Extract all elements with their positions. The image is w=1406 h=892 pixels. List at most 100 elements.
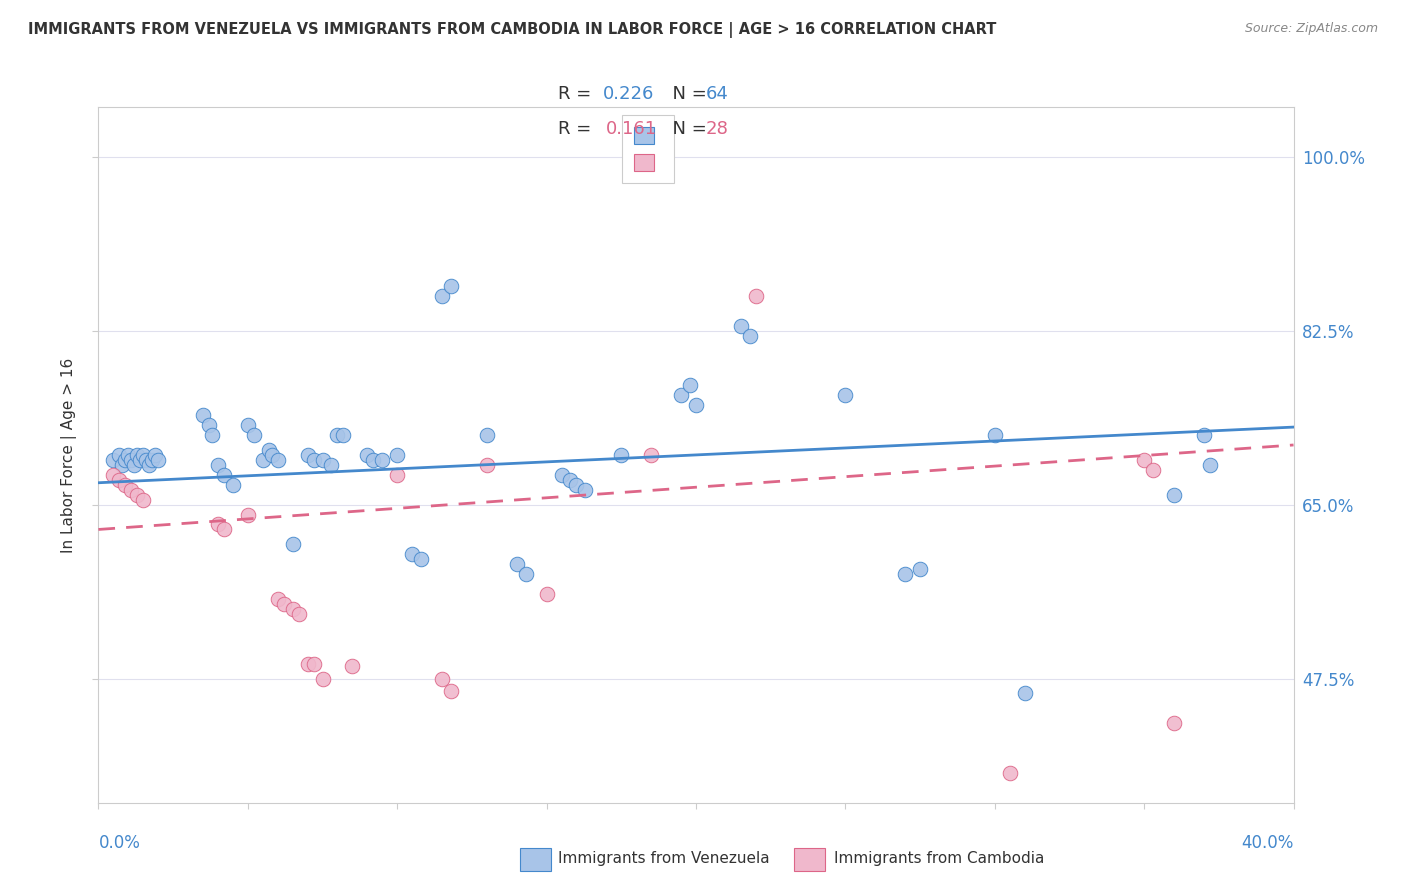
Point [385, 448, 409, 462]
Point [565, 477, 588, 491]
Point [894, 567, 917, 582]
Point [260, 448, 283, 462]
Point [212, 523, 235, 537]
Point [117, 448, 139, 462]
Point [1133, 453, 1156, 467]
Legend: , : , [623, 115, 673, 184]
Point [141, 453, 163, 467]
Point [302, 657, 325, 671]
Point [297, 448, 319, 462]
Point [730, 318, 752, 333]
Point [281, 537, 304, 551]
Point [1198, 458, 1220, 472]
Point [371, 453, 394, 467]
Point [515, 567, 537, 582]
Point [267, 453, 290, 467]
Text: 0.226: 0.226 [603, 85, 655, 103]
Point [281, 602, 304, 616]
Point [475, 458, 498, 472]
Point [103, 453, 125, 467]
Point [1014, 686, 1036, 700]
Text: R =: R = [558, 120, 603, 138]
Point [356, 448, 378, 462]
Text: 64: 64 [706, 85, 728, 103]
Point [411, 552, 433, 566]
Text: 0.161: 0.161 [606, 120, 657, 138]
Point [267, 592, 290, 607]
Point [363, 453, 385, 467]
Point [326, 428, 349, 442]
Point [257, 442, 280, 457]
Point [908, 562, 931, 576]
Point [129, 453, 152, 467]
Text: Immigrants from Venezuela: Immigrants from Venezuela [558, 852, 770, 866]
Point [834, 388, 856, 402]
Point [311, 672, 333, 686]
Point [1142, 463, 1164, 477]
Point [127, 488, 149, 502]
Y-axis label: In Labor Force | Age > 16: In Labor Force | Age > 16 [60, 358, 77, 552]
Point [148, 453, 170, 467]
Point [287, 607, 309, 621]
Point [430, 672, 453, 686]
Point [475, 428, 498, 442]
Point [236, 418, 259, 433]
Point [560, 473, 582, 487]
Text: IMMIGRANTS FROM VENEZUELA VS IMMIGRANTS FROM CAMBODIA IN LABOR FORCE | AGE > 16 : IMMIGRANTS FROM VENEZUELA VS IMMIGRANTS … [28, 22, 997, 38]
Point [984, 428, 1007, 442]
Point [685, 398, 707, 412]
Point [1163, 488, 1185, 502]
Point [212, 467, 235, 482]
Point [610, 448, 633, 462]
Point [1163, 716, 1185, 731]
Text: N =: N = [661, 85, 713, 103]
Point [120, 483, 142, 497]
Text: Immigrants from Cambodia: Immigrants from Cambodia [834, 852, 1045, 866]
Point [108, 448, 131, 462]
Point [114, 453, 136, 467]
Point [108, 473, 131, 487]
Point [332, 428, 354, 442]
Point [745, 289, 768, 303]
Text: R =: R = [558, 85, 598, 103]
Point [385, 467, 409, 482]
Point [114, 477, 136, 491]
Point [321, 458, 343, 472]
Point [536, 587, 558, 601]
Point [440, 684, 463, 698]
Point [506, 558, 529, 572]
Point [738, 328, 761, 343]
Text: 0.0%: 0.0% [98, 834, 141, 852]
Point [243, 428, 266, 442]
Text: 40.0%: 40.0% [1241, 834, 1294, 852]
Point [252, 453, 274, 467]
Point [574, 483, 596, 497]
Text: N =: N = [661, 120, 713, 138]
Point [103, 467, 125, 482]
Point [127, 448, 149, 462]
Point [135, 453, 157, 467]
Point [550, 467, 572, 482]
Point [138, 458, 160, 472]
Point [679, 378, 702, 392]
Point [143, 448, 166, 462]
Point [201, 428, 224, 442]
Point [111, 458, 134, 472]
Text: 28: 28 [706, 120, 728, 138]
Point [998, 766, 1021, 780]
Point [640, 448, 662, 462]
Point [669, 388, 692, 402]
Point [124, 458, 146, 472]
Point [236, 508, 259, 522]
Point [191, 408, 214, 422]
Point [222, 477, 245, 491]
Point [311, 453, 333, 467]
Point [198, 418, 221, 433]
Point [132, 448, 155, 462]
Point [302, 453, 325, 467]
Point [120, 453, 142, 467]
Point [297, 657, 319, 671]
Point [342, 658, 364, 673]
Point [1192, 428, 1215, 442]
Text: Source: ZipAtlas.com: Source: ZipAtlas.com [1244, 22, 1378, 36]
